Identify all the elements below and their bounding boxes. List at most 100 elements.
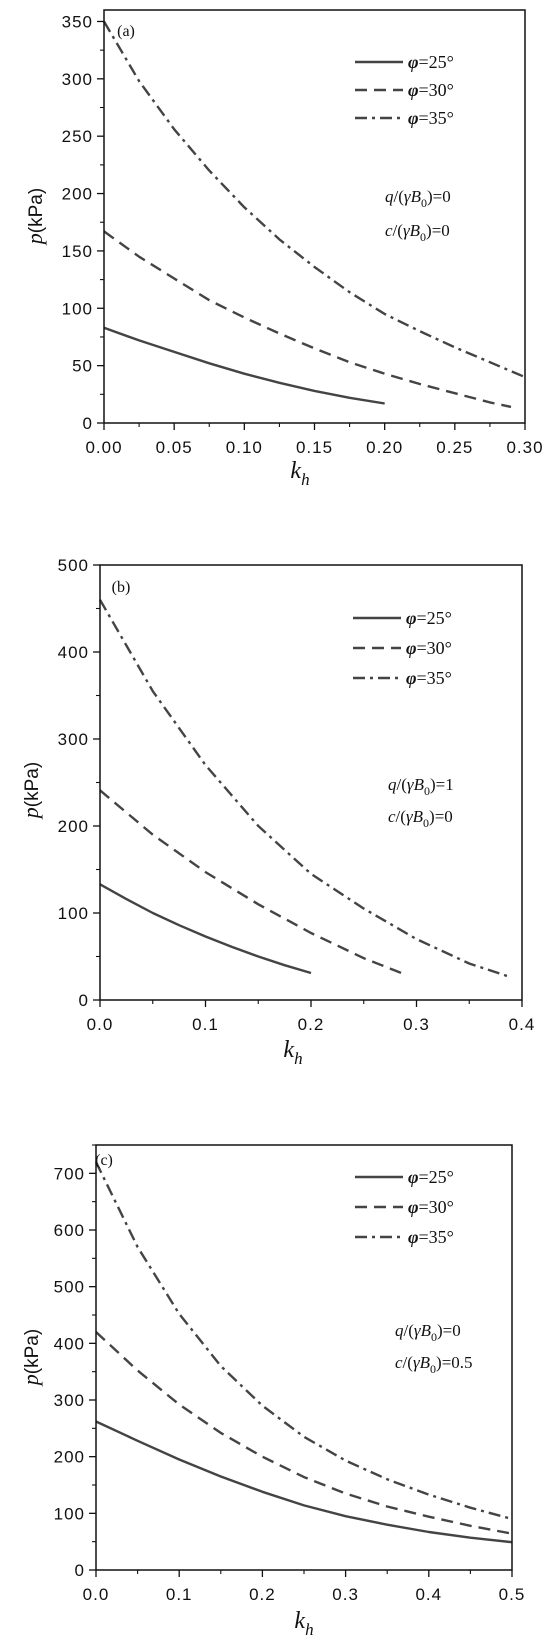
annotation-sub: 0	[423, 816, 429, 830]
annotation-sub: 0	[430, 1362, 436, 1376]
y-tick-label: 250	[62, 127, 93, 146]
chart-panel-3: 0.0 0.1 0.2 0.3 0.4 0.5 0 100 200 300 400 500 600 700…	[18, 1144, 524, 1639]
condition-annotation-2: c/(γB0)=0	[385, 221, 450, 244]
condition-annotation-1: q/(γB0)=0	[385, 187, 451, 210]
y-tick-label: 300	[54, 1391, 85, 1410]
annotation-sub: 0	[420, 230, 426, 244]
annotation-value: )=0	[437, 1321, 461, 1340]
y-tick-label: 500	[54, 1278, 85, 1297]
legend-entry-3: φ=35°	[406, 668, 452, 688]
y-tick-label: 200	[62, 185, 93, 204]
x-tick-label: 0.25	[436, 438, 473, 457]
annotation-gamma: γ	[403, 221, 411, 240]
legend-symbol: φ	[408, 1197, 419, 1217]
x-axis-label-sub: h	[294, 1049, 303, 1068]
x-axis-label: kh	[290, 458, 309, 489]
x-tick-label: 0.3	[332, 1585, 359, 1604]
annotation-sub: 0	[424, 784, 430, 798]
y-axis-label-unit: (kPa)	[22, 762, 43, 807]
annotation-b: B	[420, 1353, 431, 1372]
panel-label: (c)	[95, 1152, 113, 1169]
plot-frame	[99, 564, 523, 1001]
y-tick-label: 0	[83, 414, 93, 433]
y-tick-label: 300	[62, 70, 93, 89]
annotation-value: )=0.5	[436, 1353, 473, 1372]
y-axis-label-unit: (kPa)	[26, 188, 47, 233]
annotation-var: q	[388, 775, 397, 794]
x-axis-label-main: k	[283, 1037, 294, 1063]
series-line-2	[95, 1331, 513, 1535]
annotation-b: B	[413, 807, 424, 826]
y-tick-label: 100	[54, 1504, 85, 1523]
legend-symbol: φ	[408, 1167, 419, 1187]
legend-value: =35°	[419, 108, 454, 128]
y-tick-label: 50	[72, 357, 93, 376]
x-tick-label: 0.05	[156, 438, 193, 457]
legend-value: =30°	[419, 80, 454, 100]
y-tick-label: 100	[58, 904, 89, 923]
annotation-b: B	[421, 1321, 432, 1340]
series-line-1	[95, 1420, 513, 1544]
condition-annotation-1: q/(γB0)=1	[388, 775, 454, 798]
annotation-gamma: γ	[406, 807, 414, 826]
legend-symbol: φ	[408, 52, 419, 72]
series-line-1	[103, 326, 385, 405]
x-tick-label: 0.20	[366, 438, 403, 457]
condition-annotation-2: c/(γB0)=0.5	[395, 1353, 473, 1376]
y-tick-label: 200	[54, 1448, 85, 1467]
legend-value: =35°	[419, 1227, 454, 1247]
annotation-b: B	[411, 187, 422, 206]
annotation-value: )=1	[430, 775, 454, 794]
legend-entry-2: φ=30°	[408, 80, 454, 100]
y-tick-label: 0	[75, 1561, 85, 1580]
annotation-sub: 0	[431, 1330, 437, 1344]
y-tick-label: 400	[54, 1334, 85, 1353]
annotation-b: B	[414, 775, 425, 794]
x-axis-label-main: k	[290, 458, 301, 484]
y-tick-label: 500	[58, 556, 89, 575]
legend-entry-3: φ=35°	[408, 1227, 454, 1247]
annotation-value: )=0	[427, 187, 451, 206]
x-tick-label: 0.30	[506, 438, 543, 457]
x-tick-label: 0.2	[249, 1585, 276, 1604]
series-line-3	[94, 1161, 513, 1521]
annotation-var: q	[395, 1321, 404, 1340]
y-axis-label-unit: (kPa)	[22, 1329, 43, 1374]
annotation-var: c	[388, 807, 396, 826]
legend-value: =30°	[419, 1197, 454, 1217]
y-axis-label-symbol: p	[22, 233, 47, 246]
annotation-paren: /(	[397, 775, 408, 794]
x-tick-label: 0.00	[85, 438, 122, 457]
x-tick-label: 0.10	[226, 438, 263, 457]
annotation-value: )=0	[429, 807, 453, 826]
x-tick-label: 0.4	[415, 1585, 442, 1604]
y-tick-label: 700	[54, 1164, 85, 1183]
annotation-gamma: γ	[404, 187, 412, 206]
annotation-gamma: γ	[407, 775, 415, 794]
chart-panel-1: 0.00 0.05 0.10 0.15 0.20 0.25 0.30 0 50 100 150 200…	[22, 9, 543, 489]
x-tick-label: 0.2	[298, 1015, 325, 1034]
x-axis-label-sub: h	[305, 1620, 314, 1639]
x-tick-label: 0.1	[192, 1015, 219, 1034]
legend-entry-1: φ=25°	[408, 1167, 454, 1187]
y-tick-label: 0	[79, 991, 89, 1010]
legend-value: =25°	[419, 1167, 454, 1187]
annotation-paren: /(	[404, 1321, 415, 1340]
y-tick-label: 150	[62, 242, 93, 261]
series-line-3	[102, 20, 526, 379]
x-tick-label: 0.4	[509, 1015, 536, 1034]
condition-annotation-1: q/(γB0)=0	[395, 1321, 461, 1344]
y-axis-label-symbol: p	[18, 807, 43, 820]
annotation-b: B	[410, 221, 421, 240]
legend-symbol: φ	[408, 108, 419, 128]
annotation-var: c	[385, 221, 393, 240]
y-tick-label: 400	[58, 643, 89, 662]
x-tick-label: 0.3	[403, 1015, 430, 1034]
x-axis-label-main: k	[294, 1608, 305, 1634]
series-line-2	[103, 230, 512, 409]
y-tick-label: 600	[54, 1221, 85, 1240]
x-tick-label: 0.15	[296, 438, 333, 457]
series-line-3	[98, 599, 512, 979]
annotation-paren: /(	[393, 221, 404, 240]
